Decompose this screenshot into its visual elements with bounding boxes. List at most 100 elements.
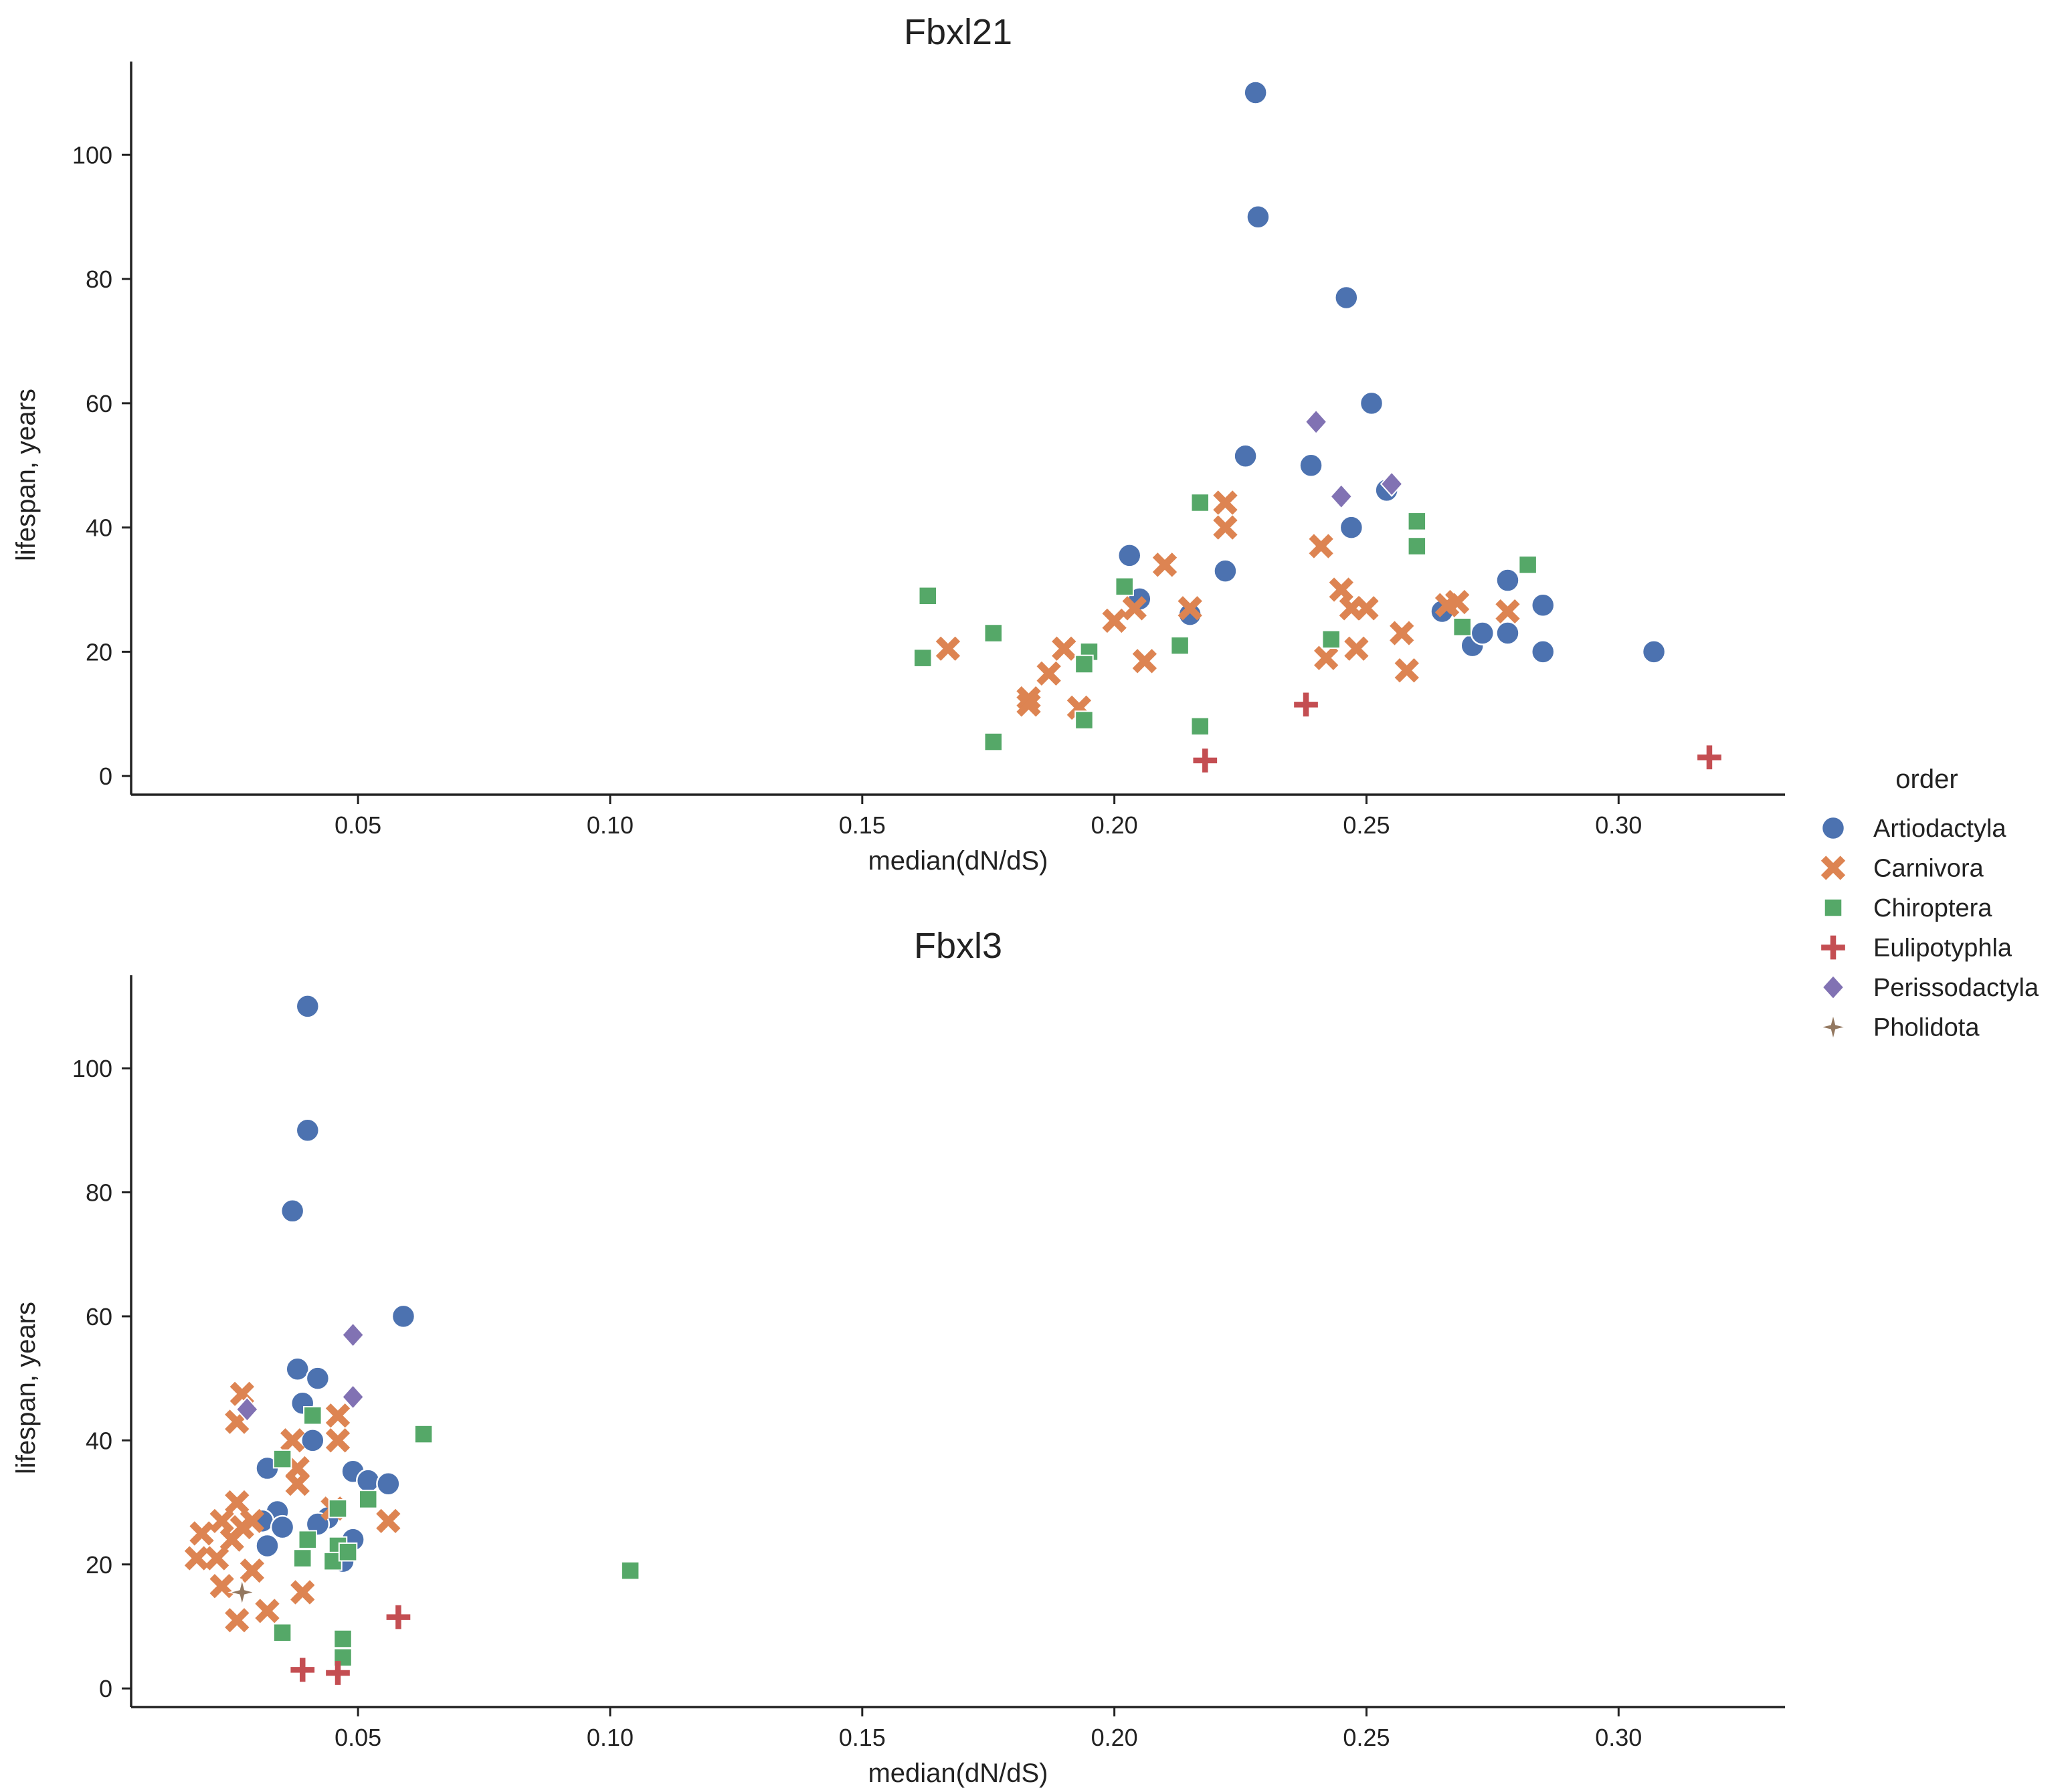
- legend-marker-pholidota: [1820, 1014, 1846, 1040]
- data-point-artiodactyla: [391, 1304, 416, 1329]
- data-point-chiroptera: [1190, 493, 1210, 512]
- y-axis-label: lifespan, years: [11, 389, 41, 561]
- x-tick-label: 0.15: [839, 1724, 886, 1751]
- legend-item-perissodactyla: Perissodactyla: [1821, 974, 2039, 1002]
- data-points: [913, 80, 1721, 773]
- data-point-carnivora: [225, 1490, 250, 1515]
- x-tick-label: 0.30: [1595, 1724, 1642, 1751]
- legend-label: Carnivora: [1873, 855, 1984, 883]
- data-point-chiroptera: [1407, 536, 1427, 556]
- data-point-perissodactyla: [1380, 471, 1404, 497]
- data-point-artiodactyla: [376, 1471, 401, 1496]
- y-axis-label: lifespan, years: [11, 1302, 41, 1474]
- data-point-chiroptera: [1074, 710, 1094, 730]
- data-point-artiodactyla: [1470, 621, 1495, 645]
- data-point-artiodactyla: [305, 1366, 331, 1391]
- data-point-perissodactyla: [1329, 483, 1353, 510]
- y-tick-label: 100: [72, 141, 112, 169]
- panel-fbxl21: Fbxl21 0.05 0.10 0.15 0.20 0.25 0.30 0 20 40 60 80 1…: [11, 12, 1785, 876]
- data-point-chiroptera: [913, 648, 933, 668]
- x-tick-label: 0.20: [1091, 1724, 1138, 1751]
- data-point-carnivora: [1122, 596, 1147, 621]
- data-point-artiodactyla: [1339, 515, 1364, 540]
- data-point-artiodactyla: [1495, 621, 1520, 645]
- data-point-carnivora: [219, 1527, 244, 1552]
- data-point-carnivora: [280, 1428, 305, 1453]
- data-point-carnivora: [1313, 645, 1339, 670]
- legend-marker-eulipotyphla: [1821, 935, 1845, 960]
- data-point-eulipotyphla: [1294, 692, 1318, 717]
- data-point-carnivora: [376, 1508, 401, 1534]
- data-point-eulipotyphla: [290, 1658, 315, 1682]
- data-point-chiroptera: [272, 1623, 292, 1643]
- data-point-chiroptera: [1170, 635, 1190, 656]
- data-point-carnivora: [1102, 608, 1127, 633]
- data-point-carnivora: [1390, 621, 1414, 645]
- data-point-perissodactyla: [235, 1396, 259, 1423]
- data-point-chiroptera: [292, 1549, 312, 1568]
- y-tick-label: 40: [86, 1427, 112, 1454]
- legend-item-artiodactyla: Artiodactyla: [1820, 815, 2006, 843]
- data-point-artiodactyla: [355, 1468, 381, 1493]
- data-point-eulipotyphla: [1697, 745, 1721, 770]
- data-point-artiodactyla: [255, 1533, 280, 1559]
- legend-marker-perissodactyla: [1821, 974, 1845, 1001]
- y-tick-label: 80: [86, 1179, 112, 1206]
- data-point-artiodactyla: [1243, 80, 1268, 105]
- data-point-chiroptera: [983, 732, 1004, 752]
- data-point-chiroptera: [298, 1530, 318, 1549]
- y-tick-label: 60: [86, 1303, 112, 1330]
- data-point-chiroptera: [1321, 629, 1341, 650]
- data-point-eulipotyphla: [326, 1661, 350, 1685]
- x-axis-label: median(dN/dS): [868, 1759, 1048, 1788]
- data-point-carnivora: [209, 1508, 234, 1534]
- data-point-carnivora: [1354, 596, 1379, 621]
- data-point-artiodactyla: [285, 1357, 310, 1381]
- legend-title: order: [1895, 765, 1958, 794]
- data-point-carnivora: [1213, 490, 1238, 515]
- data-point-carnivora: [1016, 692, 1041, 717]
- data-point-carnivora: [1394, 658, 1419, 683]
- data-point-chiroptera: [1115, 577, 1134, 597]
- y-tick-label: 20: [86, 1551, 112, 1579]
- data-point-carnivora: [935, 636, 961, 661]
- data-point-artiodactyla: [295, 1118, 320, 1143]
- data-point-chiroptera: [620, 1561, 640, 1581]
- data-point-chiroptera: [413, 1424, 434, 1444]
- data-point-artiodactyla: [1530, 593, 1556, 617]
- data-point-artiodactyla: [270, 1514, 295, 1540]
- data-point-carnivora: [1495, 599, 1520, 624]
- data-point-carnivora: [240, 1558, 265, 1583]
- x-tick-label: 0.25: [1343, 811, 1390, 839]
- data-point-carnivora: [1309, 534, 1333, 559]
- data-point-artiodactyla: [280, 1199, 305, 1223]
- legend: order Artiodactyla Carnivora Chiroptera Eul…: [1820, 765, 2039, 1042]
- x-tick-label: 0.05: [335, 811, 381, 839]
- y-tick-label: 20: [86, 638, 112, 666]
- legend-item-pholidota: Pholidota: [1820, 1014, 1980, 1042]
- x-tick-label: 0.25: [1343, 1724, 1390, 1751]
- x-tick-label: 0.20: [1091, 811, 1138, 839]
- data-point-carnivora: [325, 1403, 351, 1428]
- legend-label: Eulipotyphla: [1873, 934, 2012, 963]
- y-tick-label: 100: [72, 1055, 112, 1082]
- chart-title: Fbxl3: [914, 926, 1002, 966]
- legend-label: Pholidota: [1873, 1014, 1980, 1042]
- y-tick-label: 80: [86, 266, 112, 293]
- data-point-carnivora: [1213, 515, 1238, 540]
- data-point-perissodactyla: [1304, 409, 1328, 435]
- legend-item-chiroptera: Chiroptera: [1823, 894, 1992, 922]
- data-point-artiodactyla: [1178, 602, 1202, 627]
- x-tick-label: 0.30: [1595, 811, 1642, 839]
- data-points: [184, 994, 640, 1685]
- data-point-carnivora: [1036, 661, 1061, 686]
- legend-label: Chiroptera: [1873, 894, 1992, 922]
- data-point-chiroptera: [983, 623, 1004, 643]
- data-point-perissodactyla: [341, 1322, 365, 1349]
- x-tick-label: 0.05: [335, 1724, 381, 1751]
- data-point-carnivora: [1178, 596, 1202, 621]
- data-point-artiodactyla: [1213, 559, 1238, 583]
- y-tick-label: 0: [99, 1675, 112, 1702]
